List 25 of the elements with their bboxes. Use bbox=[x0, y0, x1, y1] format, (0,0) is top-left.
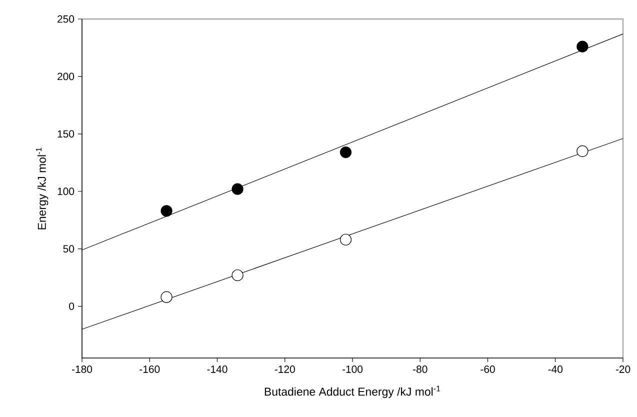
x-tick-label: -100 bbox=[342, 366, 363, 373]
y-tick-label: 200 bbox=[58, 72, 74, 80]
y-tick-label: 50 bbox=[63, 245, 74, 253]
point bbox=[576, 40, 588, 52]
x-tick-label: -160 bbox=[140, 366, 160, 373]
point bbox=[160, 205, 172, 217]
y-tick-label: 0 bbox=[69, 302, 74, 310]
x-tick-label: -80 bbox=[413, 366, 428, 373]
x-tick-label: -60 bbox=[480, 366, 495, 373]
point bbox=[576, 145, 588, 157]
point bbox=[340, 234, 352, 246]
point bbox=[232, 269, 244, 282]
x-tick-label: -20 bbox=[616, 366, 630, 373]
y-tick-label: 250 bbox=[58, 15, 74, 23]
point bbox=[340, 146, 352, 158]
point bbox=[160, 291, 172, 303]
y-tick-label: 150 bbox=[58, 130, 74, 138]
point bbox=[232, 183, 244, 195]
y-tick-label: 100 bbox=[58, 188, 74, 196]
y-axis-title: Energy /kJ mol$^{-1}$ bbox=[36, 148, 48, 230]
x-tick-label: -40 bbox=[548, 366, 563, 373]
x-tick-label: -140 bbox=[207, 366, 228, 373]
x-axis-title: Butadiene Adduct Energy /kJ mol$^{-1}$ bbox=[264, 386, 440, 398]
x-tick-label: -120 bbox=[274, 366, 295, 373]
x-tick-label: -180 bbox=[72, 366, 92, 373]
